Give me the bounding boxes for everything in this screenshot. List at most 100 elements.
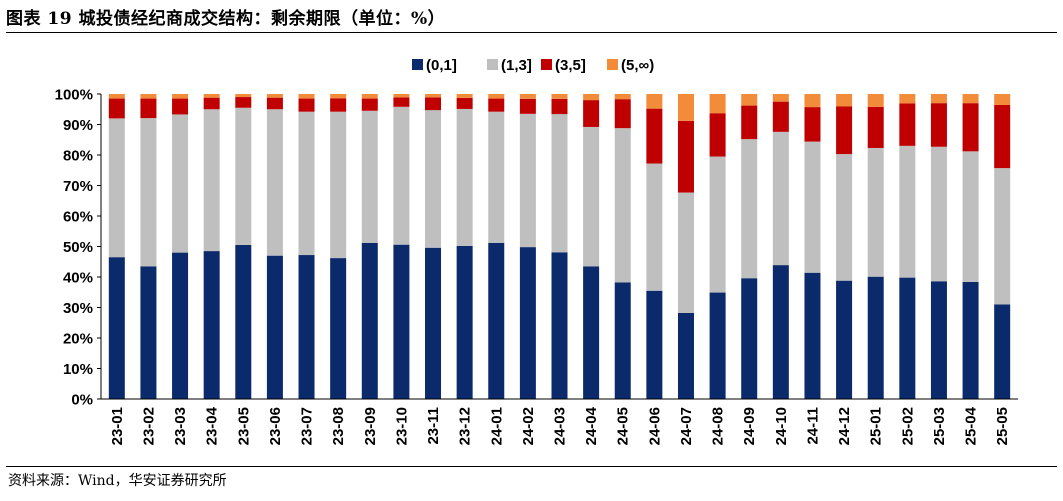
bar-segment [108,98,125,119]
bar-segment [393,106,410,245]
bar-segment [140,94,157,99]
bar-stack [899,94,916,399]
bar-segment [614,99,631,129]
bar-segment [456,108,473,246]
bar-segment [108,94,125,99]
bar-segment [867,94,884,107]
bar-segment [172,114,189,253]
bar-segment [456,245,473,399]
bar-segment [266,255,283,399]
legend-swatch [412,59,423,70]
bar-segment [361,110,378,243]
bar-segment [614,94,631,100]
bar-segment [551,98,568,115]
bar-segment [456,97,473,109]
title-rule [6,32,1057,33]
bar-segment [836,94,853,107]
bar-segment [551,114,568,253]
x-tick-label: 25-02 [899,407,916,445]
bar-stack [930,94,947,399]
bar-segment [551,94,568,99]
bar-stack [867,94,884,399]
bar-segment [772,101,789,132]
x-tick-label: 23-06 [267,407,284,445]
bar-segment [266,94,283,98]
bar-stack [488,94,505,399]
bar-segment [235,97,252,108]
bar-segment [583,100,600,127]
bar-segment [235,107,252,245]
bar-segment [804,94,821,108]
bar-segment [330,98,347,112]
bar-stack [836,94,853,399]
bar-segment [646,163,663,291]
x-tick-label: 24-05 [615,407,632,445]
bar-segment [709,156,726,293]
legend-item: (1,3] [487,57,532,74]
bar-stack [266,94,283,399]
bar-segment [108,118,125,258]
bar-segment [962,103,979,152]
bar-stack [962,94,979,399]
bar-segment [741,105,758,140]
source-note: 资料来源：Wind，华安证券研究所 [8,473,227,489]
bar-segment [994,304,1011,399]
bar-stack [994,94,1011,399]
bar-segment [330,258,347,399]
x-tick-label: 24-11 [804,407,821,445]
bar-stack [298,94,315,399]
bar-segment [677,120,694,193]
x-tick-label: 24-04 [583,406,600,445]
bar-stack [741,94,758,399]
bar-segment [583,94,600,101]
bar-segment [930,281,947,399]
x-tick-label: 25-05 [994,407,1011,445]
x-tick-label: 23-09 [362,407,379,445]
bar-segment [488,111,505,243]
bar-segment [425,247,442,399]
y-axis: 0% 10% 20% 30% 40% 50% 60% 70% 80% 90% 100% [55,87,102,409]
x-tick-label: 23-08 [330,407,347,445]
bar-segment [235,94,252,98]
bar-segment [235,244,252,399]
bar-segment [867,147,884,277]
source-rule [6,466,1057,467]
bar-segment [172,94,189,99]
legend-item: (3,5] [541,57,586,74]
bar-segment [709,94,726,114]
bar-segment [361,98,378,111]
y-tick-label: 80% [63,148,93,165]
bar-stack [361,94,378,399]
x-tick-label: 24-03 [552,407,569,445]
y-tick-label: 30% [63,300,93,317]
bar-stack [235,94,252,399]
x-tick-label: 23-04 [204,406,221,445]
bar-segment [646,94,663,109]
bar-segment [140,266,157,399]
bar-segment [646,290,663,399]
x-tick-label: 24-06 [646,407,663,445]
stacked-bar-chart: (0,1] (1,3] (3,5] (5,∞) 0% 10% 20% 30% 40% 50% 60… [55,57,1018,445]
y-tick-label: 70% [63,178,93,195]
bar-segment [962,151,979,282]
figure-title: 图表 19 城投债经纪商成交结构：剩余期限（单位：%） [6,9,446,29]
bar-segment [425,110,442,248]
bar-segment [488,94,505,99]
bar-segment [519,98,536,114]
bar-segment [899,103,916,146]
bar-segment [393,244,410,399]
bar-stacks [108,94,1011,399]
bar-segment [298,255,315,399]
x-tick-label: 24-07 [678,407,695,445]
x-tick-label: 23-07 [299,407,316,445]
chart-legend: (0,1] (1,3] (3,5] (5,∞) [412,57,654,74]
bar-segment [899,145,916,278]
bar-segment [330,94,347,99]
bar-segment [488,98,505,112]
bar-segment [677,94,694,121]
bar-segment [108,257,125,399]
bar-segment [899,277,916,399]
y-tick-label: 0% [71,392,93,409]
bar-segment [425,94,442,98]
bar-stack [172,94,189,399]
